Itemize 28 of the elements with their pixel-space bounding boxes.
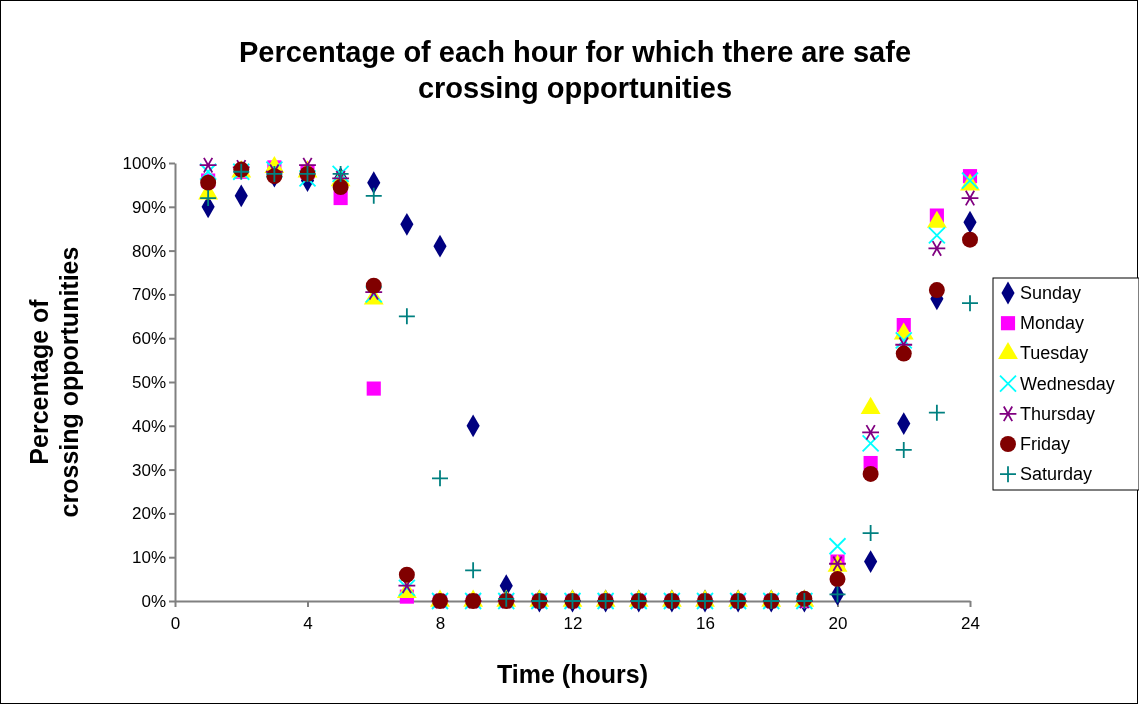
y-tick-label: 50% [131, 372, 166, 392]
y-axis-title: Percentage of crossing opportunities [25, 246, 83, 518]
y-tick-label: 40% [131, 416, 166, 436]
legend-label: Sunday [1020, 283, 1082, 303]
legend-label: Thursday [1020, 403, 1096, 424]
legend-label: Wednesday [1020, 373, 1115, 394]
legend-label: Monday [1020, 313, 1085, 334]
y-tick-label: 100% [122, 153, 166, 173]
y-tick-label: 90% [131, 197, 166, 217]
x-tick-label: 16 [696, 613, 715, 633]
x-tick-label: 4 [303, 613, 313, 633]
legend-label: Friday [1020, 434, 1071, 454]
x-tick-label: 12 [563, 613, 583, 633]
x-axis-title: Time (hours) [497, 660, 648, 688]
legend-label: Saturday [1020, 464, 1093, 485]
y-tick-label: 70% [131, 285, 166, 305]
y-tick-label: 0% [141, 591, 166, 611]
y-tick-label: 80% [131, 241, 166, 261]
x-tick-label: 20 [828, 613, 848, 633]
x-tick-label: 24 [961, 613, 980, 633]
y-tick-label: 60% [131, 329, 166, 349]
y-tick-label: 10% [131, 548, 166, 568]
y-tick-label: 20% [131, 504, 166, 524]
y-tick-label: 30% [131, 460, 166, 480]
chart-title: Percentage of each hour for which there are safe crossing opportunities [238, 36, 912, 104]
x-tick-label: 8 [435, 613, 446, 633]
x-tick-label: 0 [170, 613, 181, 633]
legend-label: Tuesday [1020, 343, 1089, 364]
